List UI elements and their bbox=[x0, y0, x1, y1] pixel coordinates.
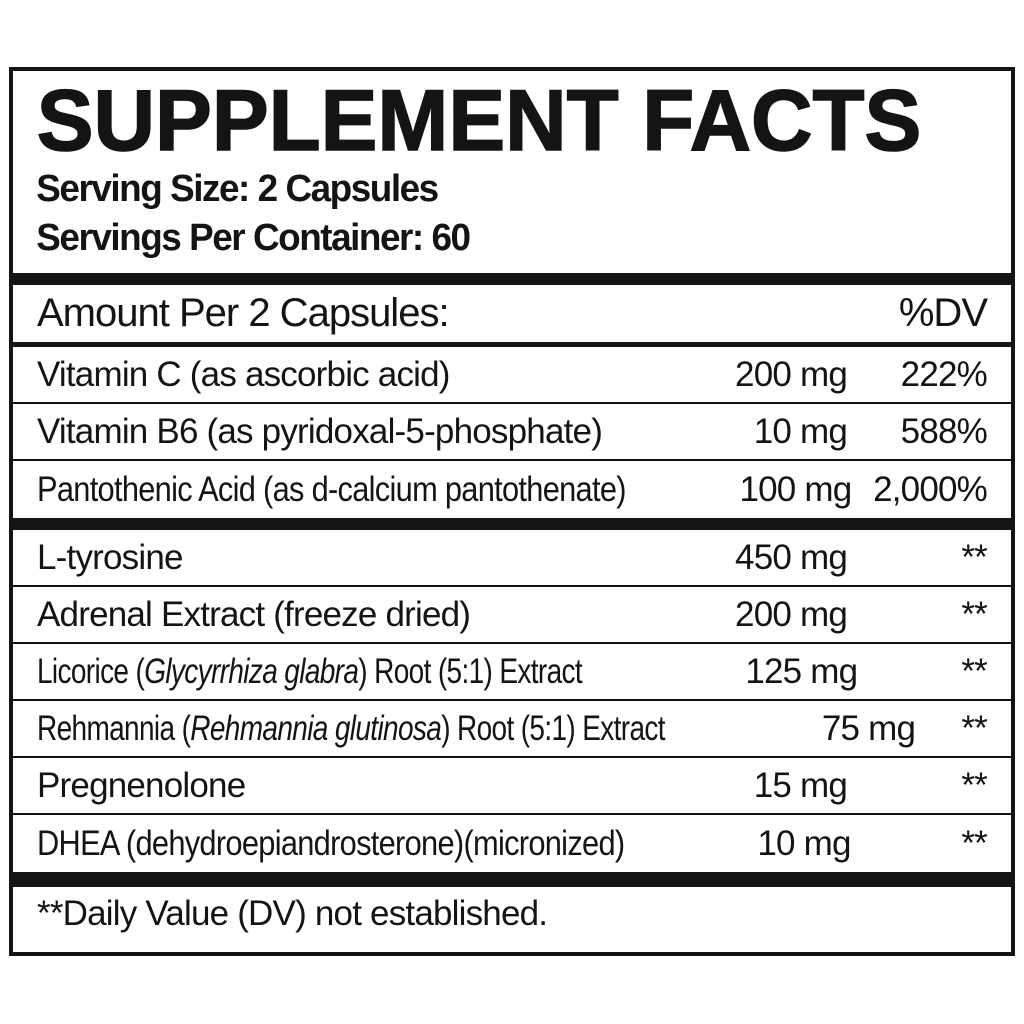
ingredient-dv: ** bbox=[961, 765, 987, 805]
ingredient-amount: 125 mg bbox=[745, 651, 858, 691]
name-latin: Rehmannia glutinosa bbox=[190, 708, 442, 748]
name-text: Vitamin B6 (as pyridoxal-5-phosphate) bbox=[37, 411, 603, 451]
table-header-row: Amount Per 2 Capsules: %DV bbox=[13, 285, 1011, 347]
table-row-l-tyrosine: L-tyrosine 450 mg ** bbox=[13, 530, 1011, 587]
ingredient-dv: 588% bbox=[900, 411, 988, 451]
name-text: Pregnenolone bbox=[37, 765, 246, 805]
table-row-dhea: DHEA (dehydroepiandrosterone)(micronized… bbox=[13, 815, 1011, 872]
ingredient-dv: ** bbox=[961, 708, 987, 748]
name-text: Licorice ( bbox=[37, 651, 145, 691]
daily-value-footnote: **Daily Value (DV) not established. bbox=[37, 894, 548, 933]
ingredient-name: Rehmannia (Rehmannia glutinosa) Root (5:… bbox=[37, 709, 822, 749]
dv-column-header: %DV bbox=[898, 291, 988, 335]
ingredient-dv: ** bbox=[961, 823, 987, 863]
ingredient-name: Vitamin C (as ascorbic acid) bbox=[37, 355, 697, 395]
ingredient-amount: 450 mg bbox=[735, 537, 848, 577]
name-text: Adrenal Extract (freeze dried) bbox=[37, 594, 471, 634]
section-divider-bar bbox=[13, 872, 1011, 887]
servings-per-container: Servings Per Container: 60 bbox=[36, 217, 471, 259]
serving-size: Serving Size: 2 Capsules bbox=[36, 168, 439, 210]
panel-title: SUPPLEMENT FACTS bbox=[36, 73, 922, 169]
ingredient-amount: 75 mg bbox=[821, 708, 916, 748]
ingredient-name: Pantothenic Acid (as d-calcium pantothen… bbox=[37, 470, 706, 510]
table-row-pregnenolone: Pregnenolone 15 mg ** bbox=[13, 758, 1011, 815]
table-row-vitamin-c: Vitamin C (as ascorbic acid) 200 mg 222% bbox=[13, 347, 1011, 404]
ingredient-name: Adrenal Extract (freeze dried) bbox=[37, 595, 697, 635]
ingredient-name: DHEA (dehydroepiandrosterone)(micronized… bbox=[37, 824, 705, 864]
ingredient-amount: 10 mg bbox=[757, 823, 851, 863]
serving-info: Serving Size: 2 Capsules Servings Per Co… bbox=[13, 165, 1011, 263]
ingredient-name: Licorice (Glycyrrhiza glabra) Root (5:1)… bbox=[37, 652, 718, 692]
name-text: DHEA (dehydroepiandrosterone)(micronized… bbox=[37, 823, 625, 863]
ingredient-amount: 200 mg bbox=[735, 594, 848, 634]
ingredient-dv: ** bbox=[961, 537, 987, 577]
name-text: L-tyrosine bbox=[37, 537, 183, 577]
supplement-facts-panel: SUPPLEMENT FACTS Serving Size: 2 Capsule… bbox=[9, 67, 1015, 956]
table-row-licorice: Licorice (Glycyrrhiza glabra) Root (5:1)… bbox=[13, 644, 1011, 701]
name-suffix: ) Root (5:1) Extract bbox=[441, 708, 665, 748]
ingredient-dv: ** bbox=[961, 651, 987, 691]
ingredient-amount: 10 mg bbox=[753, 411, 848, 451]
ingredient-name: L-tyrosine bbox=[37, 538, 697, 578]
amount-column-header: Amount Per 2 Capsules: bbox=[37, 291, 450, 335]
table-row-pantothenic-acid: Pantothenic Acid (as d-calcium pantothen… bbox=[13, 461, 1011, 518]
name-text: Vitamin C (as ascorbic acid) bbox=[37, 354, 450, 394]
table-row-vitamin-b6: Vitamin B6 (as pyridoxal-5-phosphate) 10… bbox=[13, 404, 1011, 461]
name-latin: Glycyrrhiza glabra bbox=[144, 651, 359, 691]
ingredient-name: Pregnenolone bbox=[37, 766, 697, 806]
ingredient-dv: ** bbox=[961, 594, 987, 634]
name-suffix: ) Root (5:1) Extract bbox=[358, 651, 583, 691]
ingredient-name: Vitamin B6 (as pyridoxal-5-phosphate) bbox=[37, 412, 697, 452]
ingredient-amount: 100 mg bbox=[739, 469, 852, 509]
ingredient-amount: 200 mg bbox=[735, 354, 848, 394]
ingredient-amount: 15 mg bbox=[753, 765, 848, 805]
table-row-adrenal-extract: Adrenal Extract (freeze dried) 200 mg ** bbox=[13, 587, 1011, 644]
name-text: Pantothenic Acid (as d-calcium pantothen… bbox=[37, 469, 627, 509]
section-divider-bar bbox=[13, 518, 1011, 530]
table-row-rehmannia: Rehmannia (Rehmannia glutinosa) Root (5:… bbox=[13, 701, 1011, 758]
ingredient-dv: 222% bbox=[900, 354, 988, 394]
ingredient-dv: 2,000% bbox=[873, 469, 988, 509]
section-divider-bar bbox=[13, 273, 1011, 285]
name-text: Rehmannia ( bbox=[37, 708, 191, 748]
